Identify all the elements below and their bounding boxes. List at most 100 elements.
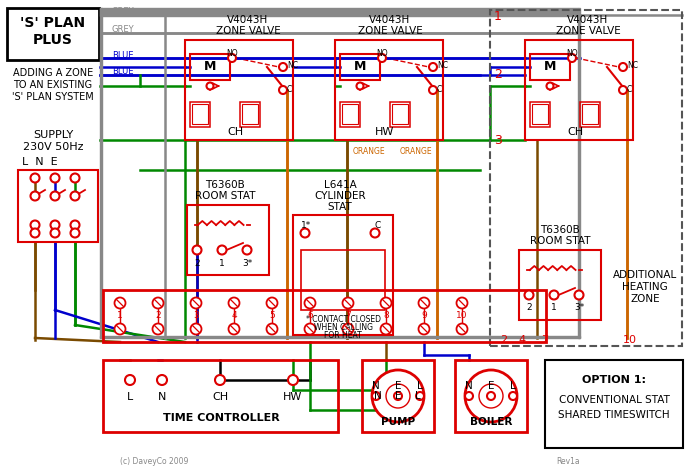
Circle shape — [50, 191, 59, 200]
Circle shape — [50, 174, 59, 183]
Text: 3: 3 — [494, 133, 502, 146]
Circle shape — [371, 228, 380, 237]
Bar — [190, 102, 210, 127]
Text: GREY: GREY — [112, 7, 135, 16]
Text: NO: NO — [566, 50, 578, 58]
Circle shape — [30, 228, 39, 237]
Text: 3: 3 — [193, 312, 199, 321]
Circle shape — [386, 384, 410, 408]
Bar — [390, 102, 410, 127]
Bar — [578, 8, 580, 338]
Text: C: C — [627, 86, 632, 95]
Text: GREY: GREY — [112, 25, 135, 35]
Text: N: N — [158, 392, 166, 402]
Bar — [103, 290, 546, 342]
Circle shape — [549, 291, 558, 300]
Circle shape — [619, 63, 627, 71]
Text: C: C — [287, 86, 293, 95]
Circle shape — [419, 323, 429, 335]
Text: E: E — [488, 381, 494, 391]
Text: * CONTACT CLOSED: * CONTACT CLOSED — [306, 315, 380, 324]
Bar — [580, 102, 600, 127]
Bar — [582, 104, 598, 124]
Circle shape — [524, 291, 533, 300]
Text: WHEN CALLING: WHEN CALLING — [313, 323, 373, 332]
Circle shape — [357, 82, 364, 89]
Circle shape — [378, 54, 386, 62]
Text: 2: 2 — [500, 335, 508, 345]
Circle shape — [575, 291, 584, 300]
Text: 6: 6 — [307, 312, 313, 321]
Circle shape — [465, 392, 473, 400]
Circle shape — [242, 246, 251, 255]
Text: L: L — [417, 381, 423, 391]
Text: NC: NC — [627, 60, 638, 70]
Text: 10: 10 — [456, 312, 468, 321]
Bar — [532, 104, 548, 124]
Circle shape — [190, 323, 201, 335]
Circle shape — [215, 375, 225, 385]
Circle shape — [465, 370, 517, 422]
Circle shape — [70, 174, 79, 183]
Text: 4: 4 — [231, 312, 237, 321]
Text: PUMP: PUMP — [381, 417, 415, 427]
Text: V4043H: V4043H — [369, 15, 411, 25]
Text: 'S' PLAN: 'S' PLAN — [21, 16, 86, 30]
Text: 10: 10 — [623, 335, 637, 345]
Text: L: L — [415, 391, 421, 401]
Text: HW: HW — [284, 392, 303, 402]
Text: L: L — [127, 392, 133, 402]
Text: FOR HEAT: FOR HEAT — [324, 331, 362, 341]
Text: HEATING: HEATING — [622, 282, 668, 292]
Circle shape — [509, 392, 517, 400]
Circle shape — [419, 298, 429, 308]
Text: 9: 9 — [421, 312, 427, 321]
Text: Rev1a: Rev1a — [556, 458, 580, 467]
Circle shape — [30, 220, 39, 229]
Text: 7: 7 — [345, 312, 351, 321]
Text: SUPPLY: SUPPLY — [33, 130, 73, 140]
Text: T6360B: T6360B — [540, 225, 580, 235]
Text: 2: 2 — [194, 258, 200, 268]
Text: 230V 50Hz: 230V 50Hz — [23, 142, 83, 152]
Bar — [342, 104, 358, 124]
Circle shape — [568, 54, 576, 62]
Text: V4043H: V4043H — [228, 15, 268, 25]
Text: 2: 2 — [526, 304, 532, 313]
Text: 4: 4 — [518, 335, 526, 345]
Text: TIME CONTROLLER: TIME CONTROLLER — [163, 413, 279, 423]
Circle shape — [115, 323, 126, 335]
Bar — [185, 40, 293, 140]
Circle shape — [429, 63, 437, 71]
Circle shape — [50, 228, 59, 237]
Bar — [100, 336, 580, 338]
Circle shape — [429, 86, 437, 94]
Bar — [240, 102, 260, 127]
Text: T6360B: T6360B — [205, 180, 245, 190]
Text: ROOM STAT: ROOM STAT — [195, 191, 255, 201]
Text: M: M — [204, 60, 216, 73]
Text: NC: NC — [287, 60, 298, 70]
Circle shape — [228, 323, 239, 335]
Bar — [18, 170, 98, 242]
Text: C: C — [375, 220, 381, 229]
Circle shape — [619, 86, 627, 94]
Text: 7: 7 — [542, 335, 549, 345]
Circle shape — [288, 375, 298, 385]
Text: 5: 5 — [269, 312, 275, 321]
Bar — [340, 54, 380, 80]
Bar — [7, 8, 99, 60]
Bar — [519, 250, 601, 320]
Text: ORANGE: ORANGE — [400, 147, 433, 156]
Bar — [293, 215, 393, 335]
Circle shape — [380, 298, 391, 308]
Text: 1: 1 — [551, 304, 557, 313]
Bar — [392, 104, 408, 124]
Circle shape — [190, 298, 201, 308]
Bar — [192, 104, 208, 124]
Text: ZONE: ZONE — [630, 294, 660, 304]
Text: STAT: STAT — [328, 202, 353, 212]
Text: 1: 1 — [494, 9, 502, 22]
Text: E: E — [395, 381, 402, 391]
Bar — [100, 8, 578, 16]
